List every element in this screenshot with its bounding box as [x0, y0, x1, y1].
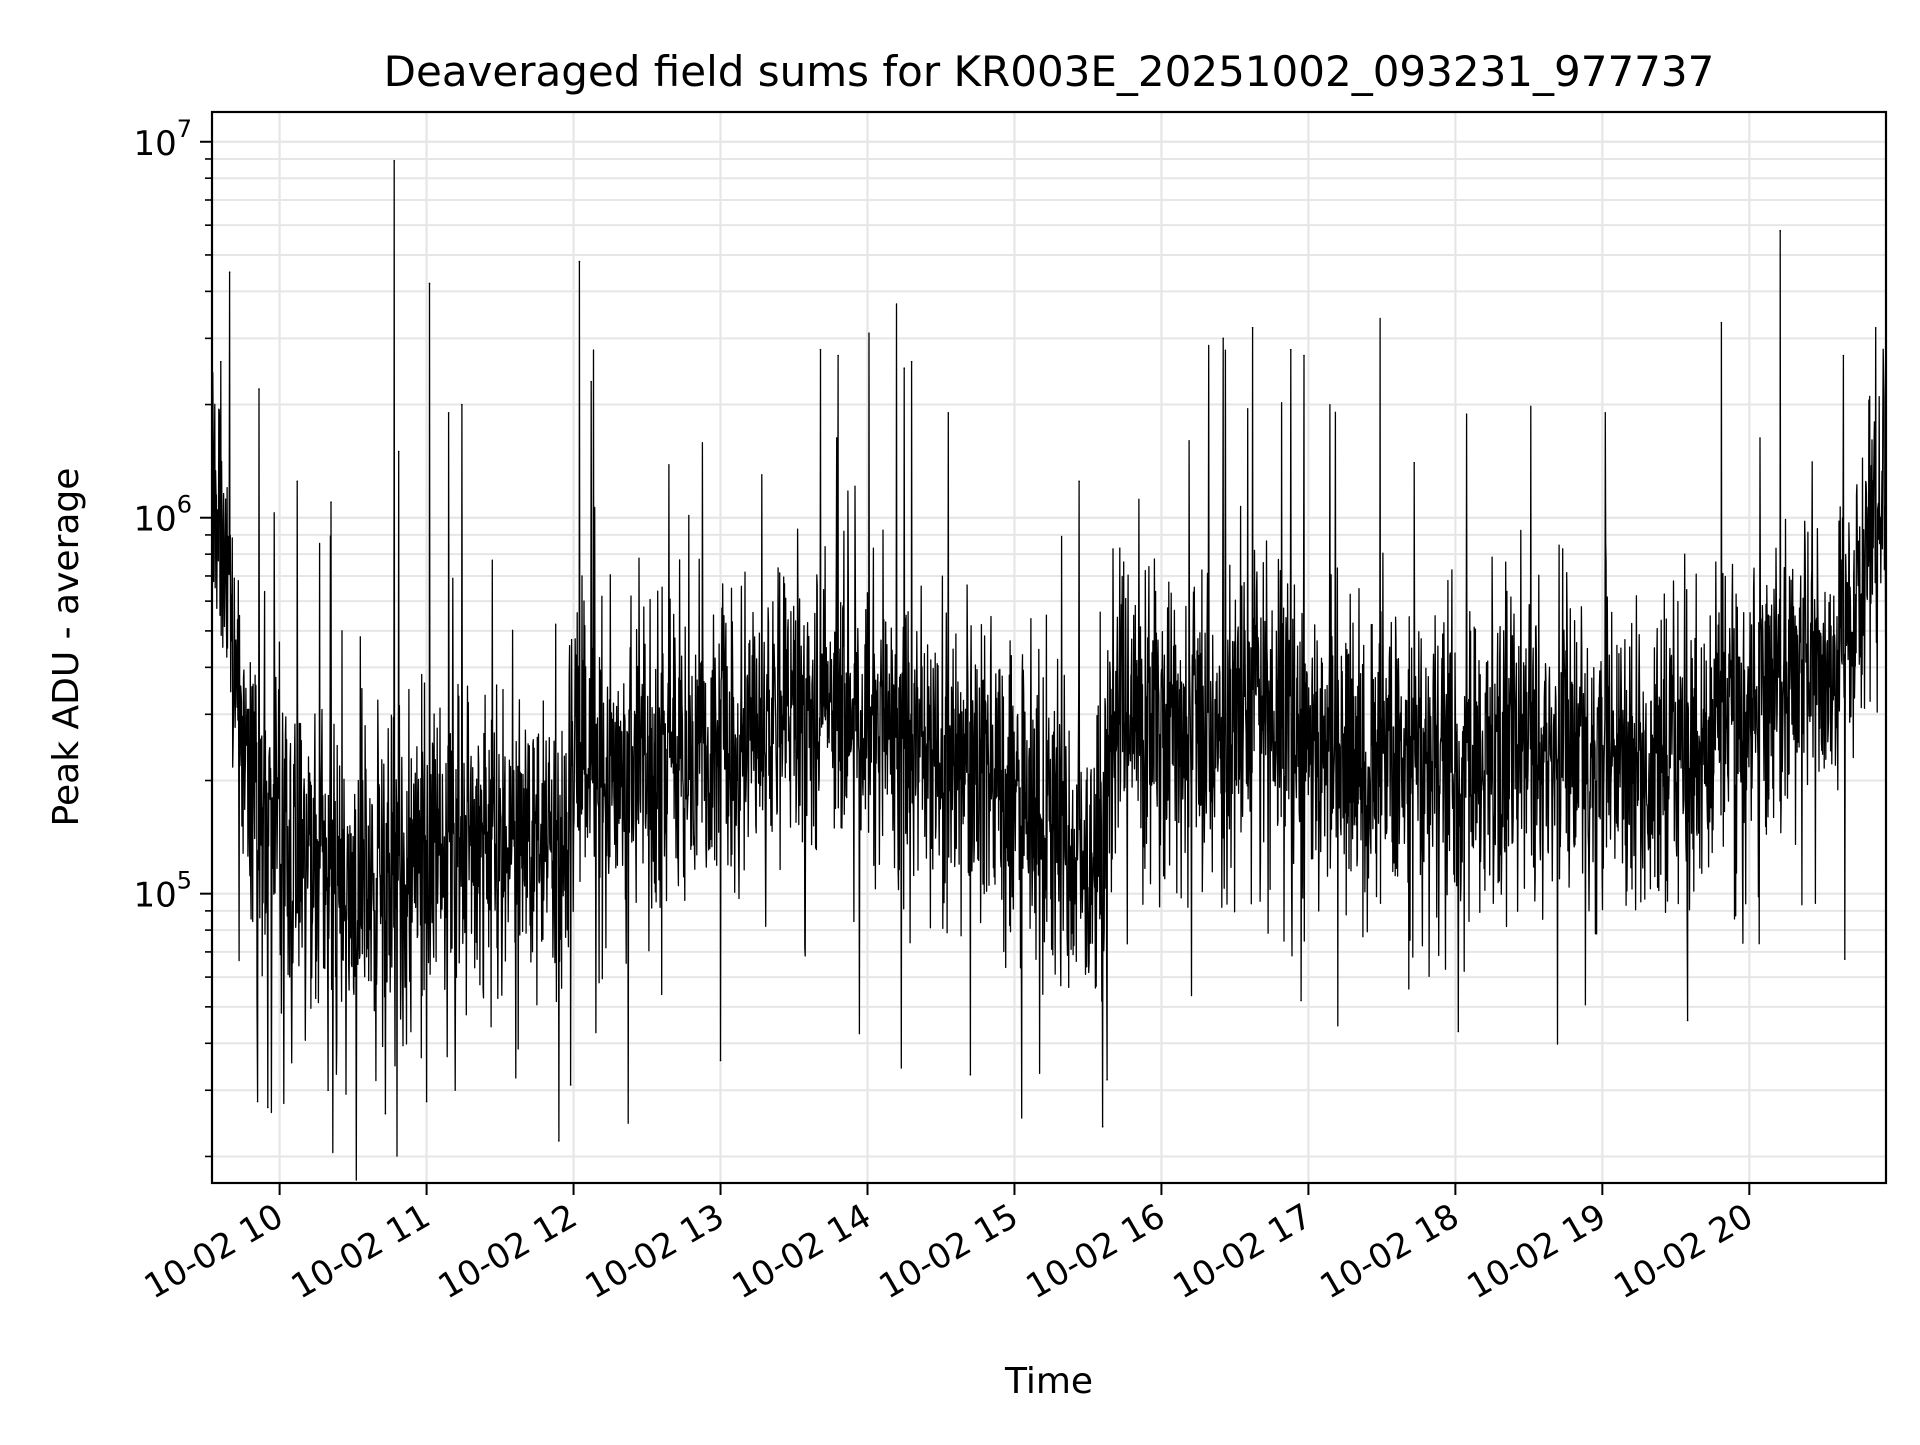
x-axis-label: Time [1004, 1361, 1093, 1402]
series-peak-point [1289, 348, 1292, 351]
series-trough-point [1101, 1125, 1104, 1128]
series-peak-point [1078, 480, 1080, 483]
series-peak-point [1874, 327, 1877, 329]
series-trough-point [1686, 1019, 1689, 1022]
y-tick-label: 105 [133, 867, 192, 916]
y-tick-label: 107 [133, 115, 192, 164]
series-peak-point [220, 360, 222, 363]
series-trough-point [384, 1112, 387, 1115]
series-peak-point [330, 501, 332, 503]
series-trough-point [1106, 1078, 1108, 1081]
series-trough-point [1457, 1030, 1460, 1033]
series-trough-point [1844, 958, 1846, 960]
series-peak-point [393, 159, 396, 162]
series-peak-point [590, 380, 592, 383]
series-peak-point [296, 480, 299, 483]
series-peak-point [578, 260, 581, 263]
series-peak-point [1303, 354, 1305, 357]
series-peak-point [947, 412, 950, 414]
series-trough-point [425, 1100, 428, 1103]
series-trough-point [327, 1089, 329, 1092]
series-layer [211, 159, 1887, 1181]
plot-area-frame [210, 110, 1888, 1185]
series-trough-point [1300, 999, 1302, 1002]
series-trough-point [267, 1106, 269, 1109]
series-peak-point [228, 271, 231, 273]
series-peak-point [1779, 229, 1781, 232]
series-trough-point [719, 1059, 722, 1062]
y-axis-label: Peak ADU - average [46, 468, 87, 827]
series-peak-point [903, 367, 906, 369]
series-peak-point [1842, 354, 1845, 357]
series-trough-point [558, 1140, 560, 1142]
series-peak-point [1413, 461, 1416, 464]
series-peak-point [1222, 337, 1224, 340]
y-tick-exponent: 6 [177, 491, 192, 519]
y-tick-exponent: 7 [177, 115, 192, 143]
y-tick-label: 106 [133, 491, 192, 540]
series-peak-point [1251, 327, 1254, 329]
chart-title: Deaveraged field sums for KR003E_2025100… [384, 47, 1715, 96]
y-tick-base: 10 [133, 124, 176, 164]
series-peak-point [1720, 321, 1723, 324]
series-line-deaveraged-field-sum [211, 160, 1887, 1181]
series-peak-point [258, 388, 260, 390]
series-peak-point [910, 360, 913, 363]
series-peak-point [428, 282, 431, 285]
y-tick-base: 10 [133, 500, 176, 540]
series-peak-point [461, 403, 463, 406]
series-trough-point [969, 1073, 972, 1076]
series-peak-point [1604, 412, 1607, 414]
series-peak-point [397, 450, 400, 453]
y-tick-exponent: 5 [177, 867, 192, 895]
series-trough-point [256, 1100, 259, 1103]
y-tick-base: 10 [133, 876, 176, 916]
series-trough-point [569, 1084, 572, 1086]
series-peak-point [837, 354, 839, 357]
series-peak-point [447, 412, 450, 414]
series-peak-point [819, 348, 822, 351]
